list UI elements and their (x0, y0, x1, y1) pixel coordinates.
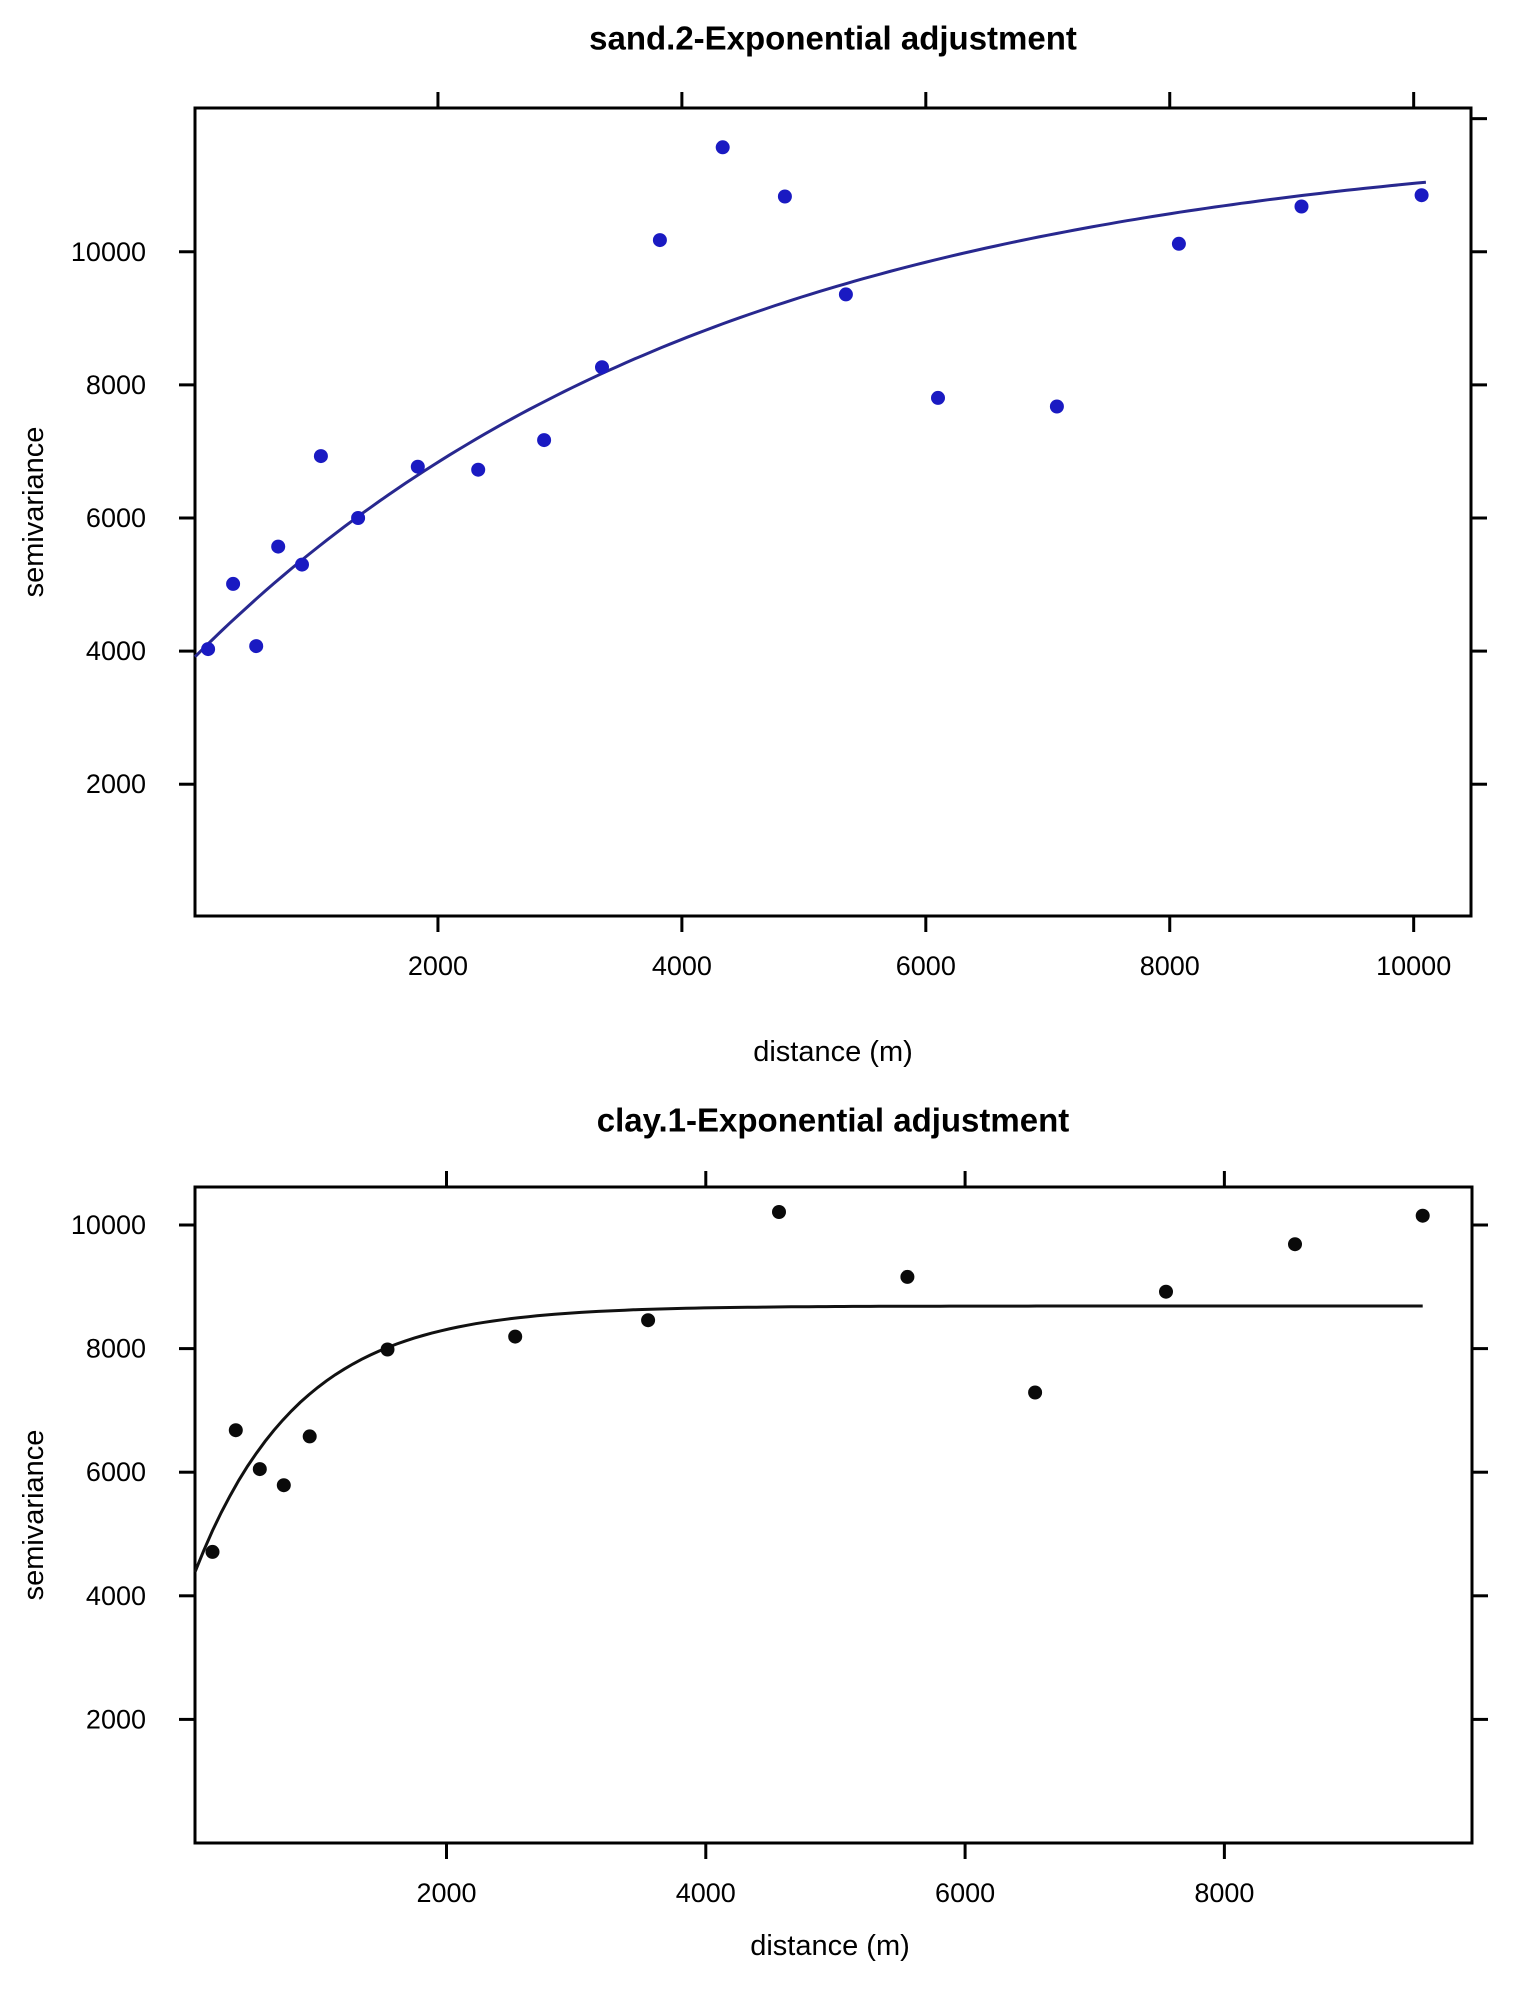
plot-box (193, 1185, 1474, 1845)
chart-title: sand.2-Exponential adjustment (589, 20, 1077, 57)
x-tick-label: 2000 (416, 1878, 476, 1908)
data-point (228, 1423, 243, 1438)
fit-line (193, 1304, 1423, 1573)
y-tick-label: 10000 (71, 237, 146, 267)
y-tick-label: 6000 (86, 1457, 146, 1487)
data-point (1414, 188, 1429, 203)
y-tick-label: 2000 (86, 1704, 146, 1734)
x-tick-label: 8000 (1194, 1878, 1254, 1908)
data-point (715, 140, 730, 155)
data-point (1159, 1284, 1173, 1299)
x-tick-label: 4000 (652, 951, 712, 981)
chart-title: clay.1-Exponential adjustment (597, 1102, 1070, 1139)
y-tick-label: 8000 (86, 370, 146, 400)
data-point (380, 1342, 395, 1357)
data-point (508, 1329, 523, 1344)
data-point (471, 462, 486, 477)
data-point (838, 287, 853, 302)
data-point (537, 433, 552, 448)
data-point (226, 576, 241, 591)
x-tick-label: 8000 (1140, 951, 1200, 981)
data-point (595, 360, 609, 375)
fit-line (193, 180, 1427, 658)
y-tick-label: 8000 (86, 1334, 146, 1364)
y-tick-label: 2000 (86, 769, 146, 799)
data-point (295, 557, 309, 572)
data-point (351, 511, 366, 525)
x-tick-label: 10000 (1376, 951, 1451, 981)
y-axis-label: semivariance (18, 1430, 50, 1601)
clay1-chart: 2000 4000 6000 8000 2000 4000 6000 8000 10000 cla… (18, 1102, 1488, 1962)
data-point (271, 539, 286, 554)
data-point (276, 1478, 291, 1493)
y-tick-label: 4000 (86, 636, 146, 666)
data-point (1288, 1237, 1302, 1252)
data-point (931, 390, 945, 405)
y-tick-label: 4000 (86, 1581, 146, 1611)
data-point (410, 459, 425, 474)
x-axis-label: distance (m) (753, 1036, 913, 1068)
data-point (249, 639, 264, 654)
data-point (772, 1205, 786, 1219)
data-point (302, 1429, 317, 1444)
data-point (1028, 1385, 1043, 1400)
data-point (1171, 236, 1186, 251)
data-point (313, 449, 328, 464)
plot-box (193, 106, 1473, 918)
x-tick-label: 6000 (896, 951, 956, 981)
data-point (1415, 1208, 1430, 1223)
y-axis-label: semivariance (18, 427, 50, 598)
data-point (1294, 199, 1309, 214)
data-point (652, 233, 667, 248)
sand2-chart: 2000 4000 6000 8000 10000 2000 4000 6000 8000 100… (18, 20, 1487, 1068)
x-tick-label: 6000 (935, 1878, 995, 1908)
y-tick-label: 10000 (71, 1210, 146, 1240)
data-point (205, 1544, 220, 1559)
y-tick-label: 6000 (86, 503, 146, 533)
x-axis-label: distance (m) (750, 1930, 910, 1962)
x-tick-label: 4000 (676, 1878, 736, 1908)
data-point (777, 189, 792, 204)
x-tick-label: 2000 (408, 951, 468, 981)
data-point (201, 642, 216, 657)
data-point (900, 1269, 915, 1284)
data-point (1049, 399, 1064, 414)
data-point (252, 1462, 267, 1477)
data-point (641, 1313, 656, 1328)
